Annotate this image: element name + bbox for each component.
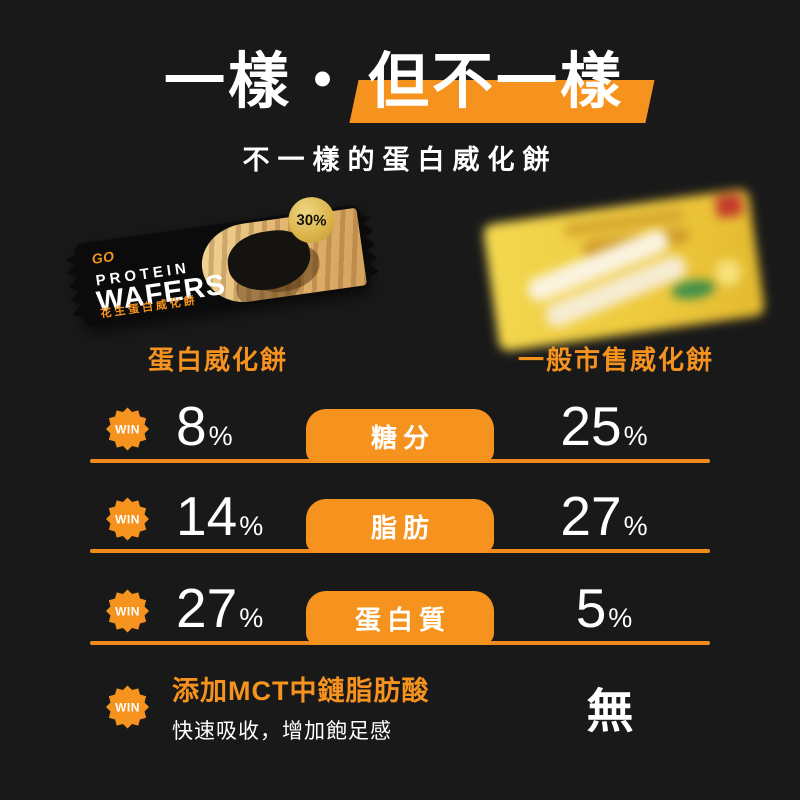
- comparison-row-protein: WIN 27% 蛋白質 5%: [0, 577, 800, 645]
- comparison-row-sugar: WIN 8% 糖分 25%: [0, 395, 800, 463]
- page-title: 一樣・ 但不一樣: [0, 46, 800, 123]
- product-image-protein-wafer: GO PROTEIN WAFERS 花生蛋白威化餅 30%: [66, 196, 382, 340]
- title-plain-text: 一樣・: [163, 47, 356, 115]
- metric-tab-fat: 脂肪: [306, 499, 494, 553]
- percent-sign: %: [239, 510, 264, 541]
- mct-feature-desc: 快速吸收，增加飽足感: [172, 720, 392, 743]
- value-number: 27: [560, 484, 622, 547]
- label-protein-wafer: 蛋白威化餅: [147, 345, 288, 375]
- protein-wafer-bar: GO PROTEIN WAFERS 花生蛋白威化餅 30%: [74, 196, 371, 328]
- fat-right-value: 27%: [462, 484, 746, 548]
- value-number: 5: [575, 576, 607, 639]
- win-badge-icon: WIN: [106, 497, 149, 541]
- metric-tab-protein: 蛋白質: [306, 591, 494, 645]
- subtitle: 不一樣的蛋白威化餅: [242, 145, 558, 175]
- wrapper-crimp-left-icon: [64, 254, 86, 319]
- brand-logo: GO: [90, 247, 116, 267]
- win-badge-icon: WIN: [106, 407, 149, 451]
- protein-left-value: 27%: [176, 576, 263, 640]
- sugar-right-value: 25%: [462, 394, 746, 458]
- product-image-market-wafer-blurred: [482, 187, 766, 353]
- percent-sign: %: [623, 420, 648, 451]
- fat-left-value: 14%: [176, 484, 263, 548]
- value-number: 8: [176, 394, 207, 457]
- title-highlight: 但不一樣: [349, 46, 655, 123]
- comparison-row-fat: WIN 14% 脂肪 27%: [0, 485, 800, 553]
- value-number: 25: [560, 394, 622, 457]
- percent-sign: %: [239, 602, 264, 633]
- red-label-icon: [714, 193, 744, 219]
- rival-package: [482, 187, 766, 353]
- title-highlight-text: 但不一樣: [368, 47, 625, 115]
- sugar-left-value: 8%: [176, 394, 233, 458]
- protein-right-value: 5%: [462, 576, 746, 640]
- green-label-icon: [670, 277, 717, 302]
- percent-sign: %: [608, 602, 633, 633]
- yellow-seal-icon: [713, 257, 744, 288]
- win-badge-icon: WIN: [106, 589, 149, 633]
- comparison-row-mct: WIN 添加MCT中鏈脂肪酸 快速吸收，增加飽足感 無: [0, 662, 800, 752]
- percent-sign: %: [208, 420, 233, 451]
- win-badge-icon: WIN: [106, 685, 149, 729]
- label-market-wafer: 一般市售威化餅: [517, 345, 714, 375]
- percent-sign: %: [623, 510, 648, 541]
- mct-feature-title: 添加MCT中鏈脂肪酸: [172, 676, 430, 706]
- metric-tab-sugar: 糖分: [306, 409, 494, 463]
- value-number: 14: [176, 484, 238, 547]
- mct-right-value: 無: [586, 684, 634, 738]
- mct-feature: 添加MCT中鏈脂肪酸 快速吸收，增加飽足感: [172, 669, 429, 745]
- value-number: 27: [176, 576, 238, 639]
